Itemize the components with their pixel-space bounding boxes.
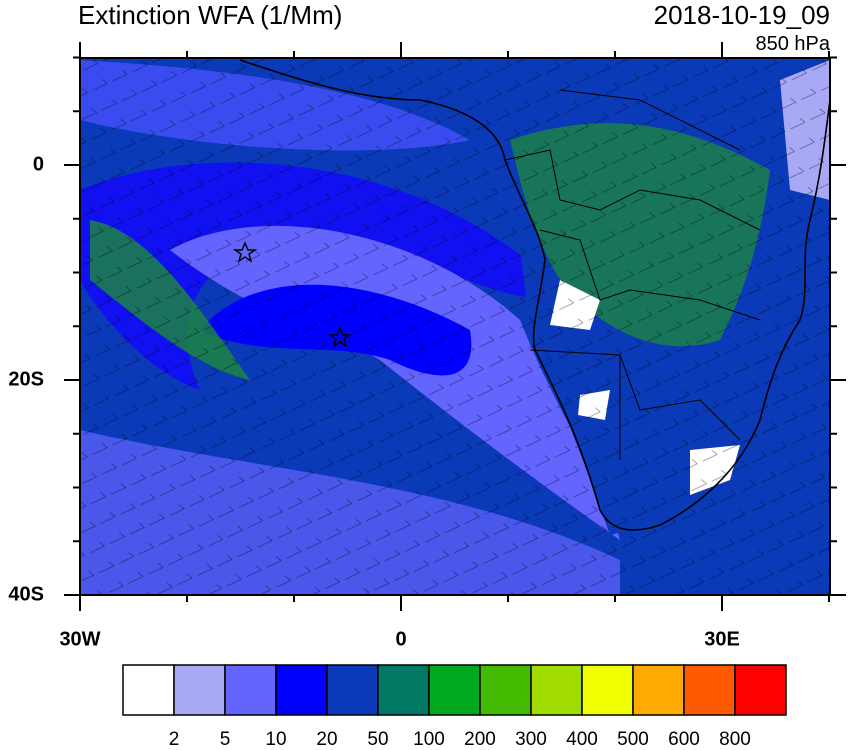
colorbar-label: 20 — [316, 729, 337, 750]
site-marker — [327, 326, 353, 348]
colorbar-label: 300 — [515, 729, 547, 750]
colorbar-label: 50 — [367, 729, 388, 750]
title: Extinction WFA (1/Mm) — [78, 0, 342, 30]
colorbar-label: 10 — [265, 729, 286, 750]
colorbar-box — [224, 664, 277, 716]
colorbar-box — [632, 664, 685, 716]
colorbar-box — [428, 664, 481, 716]
wind-barbs — [80, 58, 830, 595]
axes: 0 20S 40S 30W 0 30E — [8, 42, 846, 650]
colorbar-label: 5 — [220, 729, 231, 750]
borders — [504, 89, 761, 460]
lon-label: 0 — [395, 628, 406, 650]
lat-label: 0 — [33, 153, 44, 175]
colorbar: 2 5 10 20 50 100 200 300 400 500 600 800 — [122, 664, 787, 750]
level: 850 hPa — [755, 33, 830, 55]
colorbar-label: 400 — [566, 729, 598, 750]
colorbar-box — [734, 664, 787, 716]
colorbar-box — [581, 664, 634, 716]
colorbar-box — [173, 664, 226, 716]
colorbar-box — [275, 664, 328, 716]
lat-label: 20S — [8, 368, 44, 390]
colorbar-box — [683, 664, 736, 716]
colorbar-box — [122, 664, 175, 716]
colorbar-box — [479, 664, 532, 716]
map — [80, 58, 830, 595]
coastline — [239, 59, 830, 531]
colorbar-box — [326, 664, 379, 716]
lon-label: 30W — [59, 628, 100, 650]
lat-label: 40S — [8, 583, 44, 605]
colorbar-box — [377, 664, 430, 716]
colorbar-label: 200 — [464, 729, 496, 750]
date: 2018-10-19_09 — [654, 0, 830, 30]
colorbar-label: 500 — [617, 729, 649, 750]
lon-label: 30E — [704, 628, 740, 650]
site-marker — [232, 241, 258, 263]
colorbar-label: 600 — [668, 729, 700, 750]
colorbar-label: 800 — [719, 729, 751, 750]
colorbar-box — [530, 664, 583, 716]
colorbar-label: 100 — [413, 729, 445, 750]
colorbar-label: 2 — [169, 729, 180, 750]
